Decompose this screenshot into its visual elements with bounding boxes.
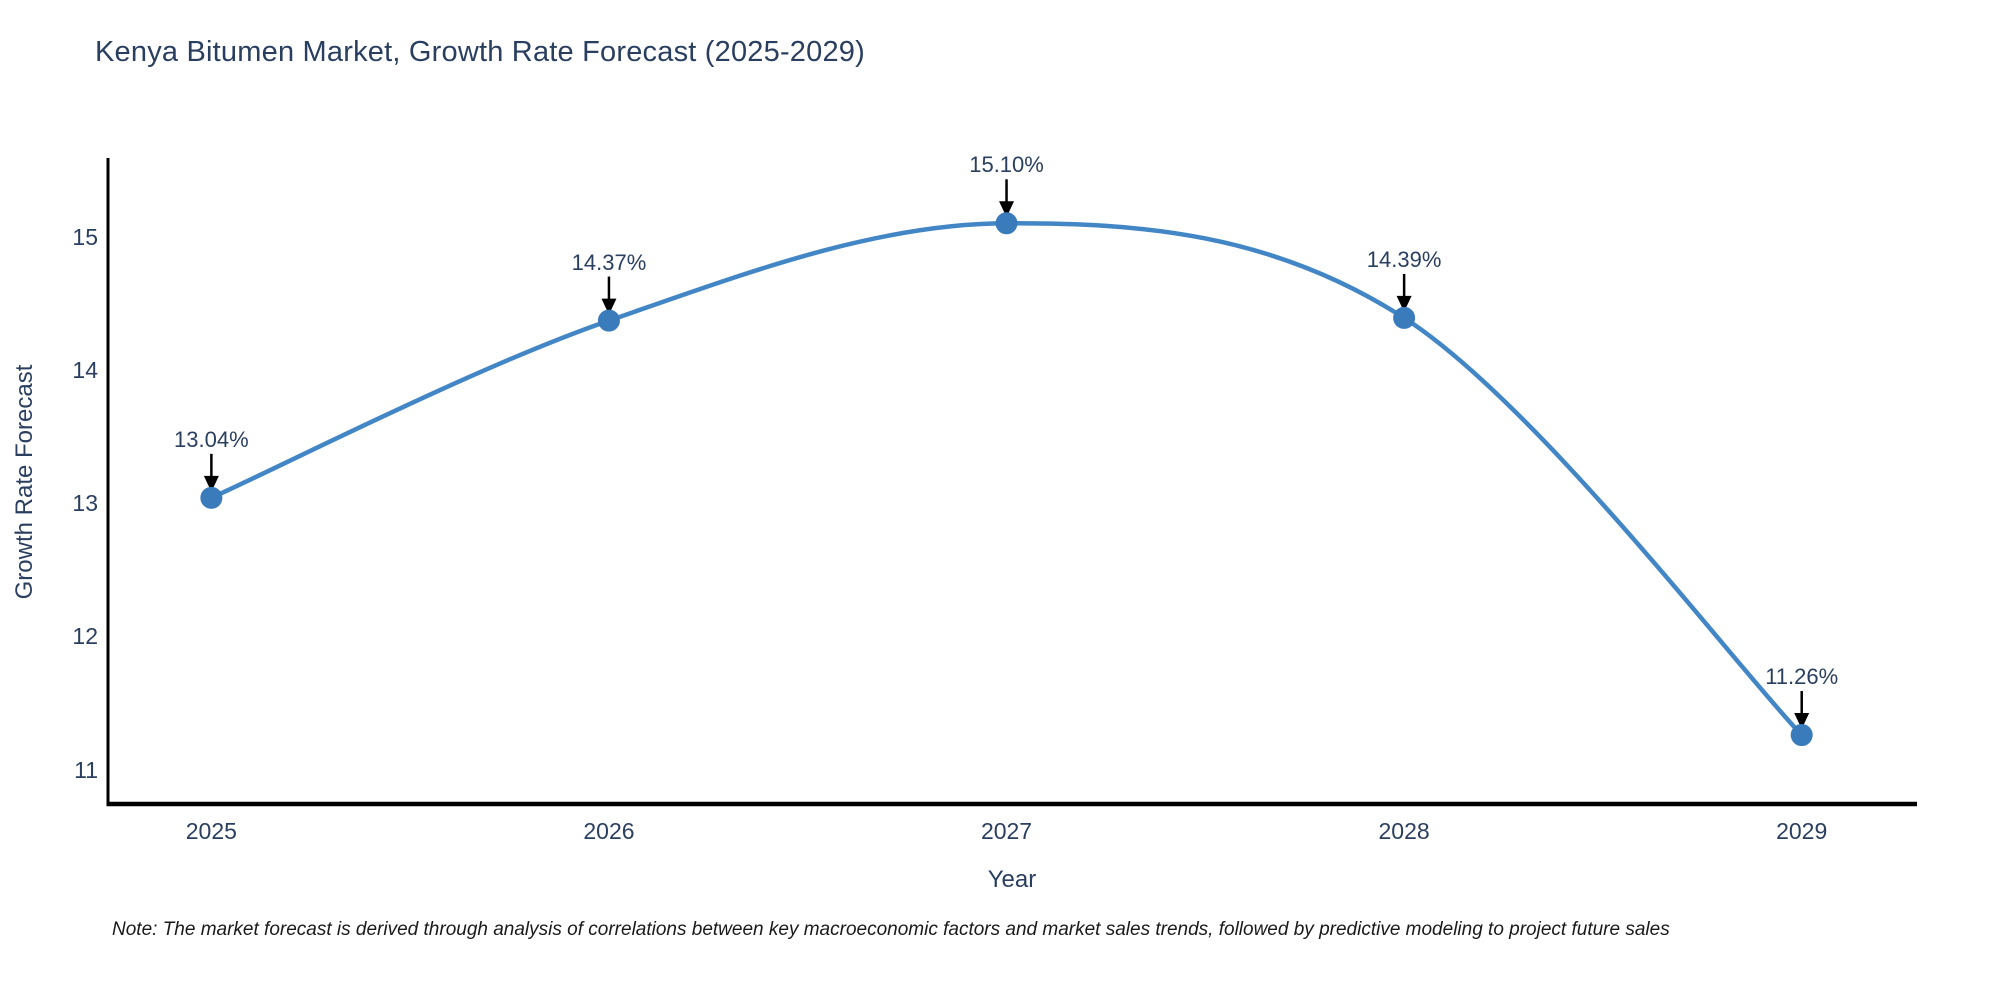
x-tick-label: 2026 — [583, 818, 635, 844]
data-point — [597, 309, 620, 332]
x-tick-label: 2028 — [1378, 818, 1430, 844]
data-point — [200, 486, 223, 509]
data-point — [1790, 724, 1813, 747]
x-tick-label: 2027 — [980, 818, 1033, 844]
y-tick-label: 11 — [74, 756, 98, 783]
x-tick-label: 2029 — [1776, 818, 1828, 844]
point-annotation: 13.04% — [174, 426, 249, 452]
annotation-arrowhead — [1396, 295, 1412, 312]
point-annotation: 14.37% — [571, 249, 647, 275]
x-axis-title: Year — [987, 866, 1037, 893]
chart-title: Kenya Bitumen Market, Growth Rate Foreca… — [95, 36, 865, 68]
y-tick-label: 13 — [72, 490, 98, 517]
trend-line — [209, 221, 1804, 738]
annotation-arrowhead — [203, 475, 219, 492]
data-point — [995, 212, 1018, 235]
x-tick-label: 2025 — [185, 818, 237, 844]
point-annotation: 15.10% — [969, 152, 1044, 178]
data-point — [1393, 306, 1416, 329]
annotation-arrowhead — [999, 201, 1015, 218]
footnote: Note: The market forecast is derived thr… — [112, 919, 1670, 940]
point-annotation: 14.39% — [1366, 246, 1442, 272]
y-tick-label: 12 — [72, 623, 98, 650]
y-tick-label: 14 — [72, 356, 98, 383]
annotation-arrowhead — [1794, 713, 1810, 730]
annotation-arrowhead — [601, 298, 617, 315]
y-tick-label: 15 — [72, 223, 98, 250]
point-annotation: 11.26% — [1765, 664, 1839, 690]
